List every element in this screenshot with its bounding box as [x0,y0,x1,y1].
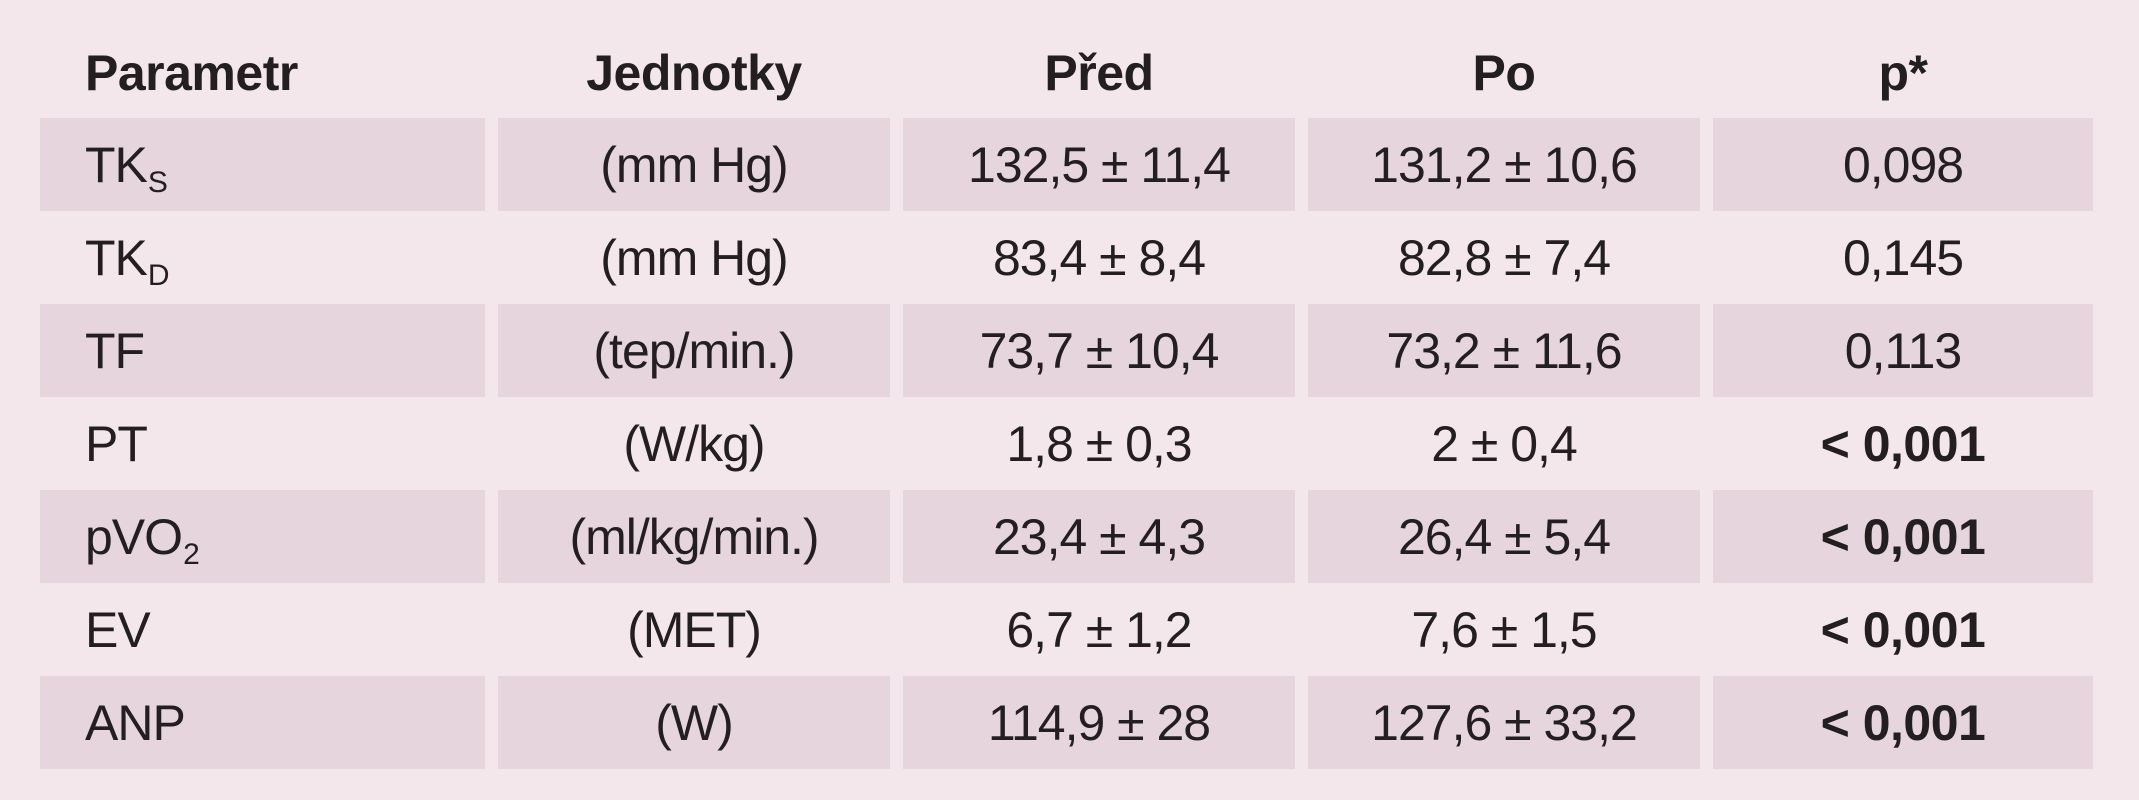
before-cell: 1,8 ± 0,3 [1006,415,1192,472]
before-cell: 73,7 ± 10,4 [903,304,1295,397]
param-cell: ANP [40,676,485,769]
results-table: Parametr Jednotky Před Po p* TK S (mm Hg)… [40,28,2096,769]
param-cell: EV [40,583,485,676]
p-value-cell: < 0,001 [1820,601,1986,658]
after-cell: 26,4 ± 5,4 [1308,490,1700,583]
unit-cell: (mm Hg) [498,118,890,211]
unit-cell: (ml/kg/min.) [498,490,890,583]
before-cell: 132,5 ± 11,4 [903,118,1295,211]
unit-cell: (tep/min.) [498,304,890,397]
param-subscript: D [147,258,170,292]
unit-cell: (W/kg) [623,415,765,472]
param-cell: PT [40,397,485,490]
after-cell: 82,8 ± 7,4 [1397,229,1611,286]
param-subscript: S [147,165,168,199]
after-cell: 73,2 ± 11,6 [1308,304,1700,397]
unit-cell: (mm Hg) [600,229,788,286]
param-cell: TF [40,304,485,397]
param-name: TF [85,322,145,379]
table-header: Parametr Jednotky Před Po p* [40,28,2096,118]
header-po: Po [1472,45,1536,101]
header-pred: Před [1044,45,1154,101]
header-p: p* [1878,45,1929,101]
p-value-cell: < 0,001 [1713,676,2093,769]
table-row: pVO 2 (ml/kg/min.) 23,4 ± 4,3 26,4 ± 5,4 … [40,490,2096,583]
param-cell: TK S [40,118,485,211]
param-name: ANP [85,694,186,751]
table-row: TF (tep/min.) 73,7 ± 10,4 73,2 ± 11,6 0,… [40,304,2096,397]
param-name: TK [85,229,148,286]
p-value-cell: 0,145 [1842,229,1964,286]
header-parametr: Parametr [85,45,298,101]
table-row: ANP (W) 114,9 ± 28 127,6 ± 33,2 < 0,001 [40,676,2096,769]
param-subscript: 2 [183,537,200,571]
after-cell: 127,6 ± 33,2 [1308,676,1700,769]
before-cell: 23,4 ± 4,3 [903,490,1295,583]
after-cell: 131,2 ± 10,6 [1308,118,1700,211]
param-name: PT [85,415,148,472]
header-jednotky: Jednotky [586,45,802,101]
after-cell: 7,6 ± 1,5 [1411,601,1597,658]
param-cell: TK D [40,211,485,304]
table-row: TK S (mm Hg) 132,5 ± 11,4 131,2 ± 10,6 0,… [40,118,2096,211]
param-name: EV [85,601,151,658]
param-name: pVO [85,508,183,565]
before-cell: 83,4 ± 8,4 [992,229,1206,286]
table-row: PT (W/kg) 1,8 ± 0,3 2 ± 0,4 < 0,001 [40,397,2096,490]
p-value-cell: 0,098 [1713,118,2093,211]
p-value-cell: 0,113 [1713,304,2093,397]
unit-cell: (W) [498,676,890,769]
table-row: EV (MET) 6,7 ± 1,2 7,6 ± 1,5 < 0,001 [40,583,2096,676]
unit-cell: (MET) [627,601,762,658]
p-value-cell: < 0,001 [1820,415,1986,472]
before-cell: 6,7 ± 1,2 [1006,601,1192,658]
table-row: TK D (mm Hg) 83,4 ± 8,4 82,8 ± 7,4 0,145 [40,211,2096,304]
p-value-cell: < 0,001 [1713,490,2093,583]
param-cell: pVO 2 [40,490,485,583]
after-cell: 2 ± 0,4 [1431,415,1578,472]
param-name: TK [85,136,148,193]
before-cell: 114,9 ± 28 [903,676,1295,769]
